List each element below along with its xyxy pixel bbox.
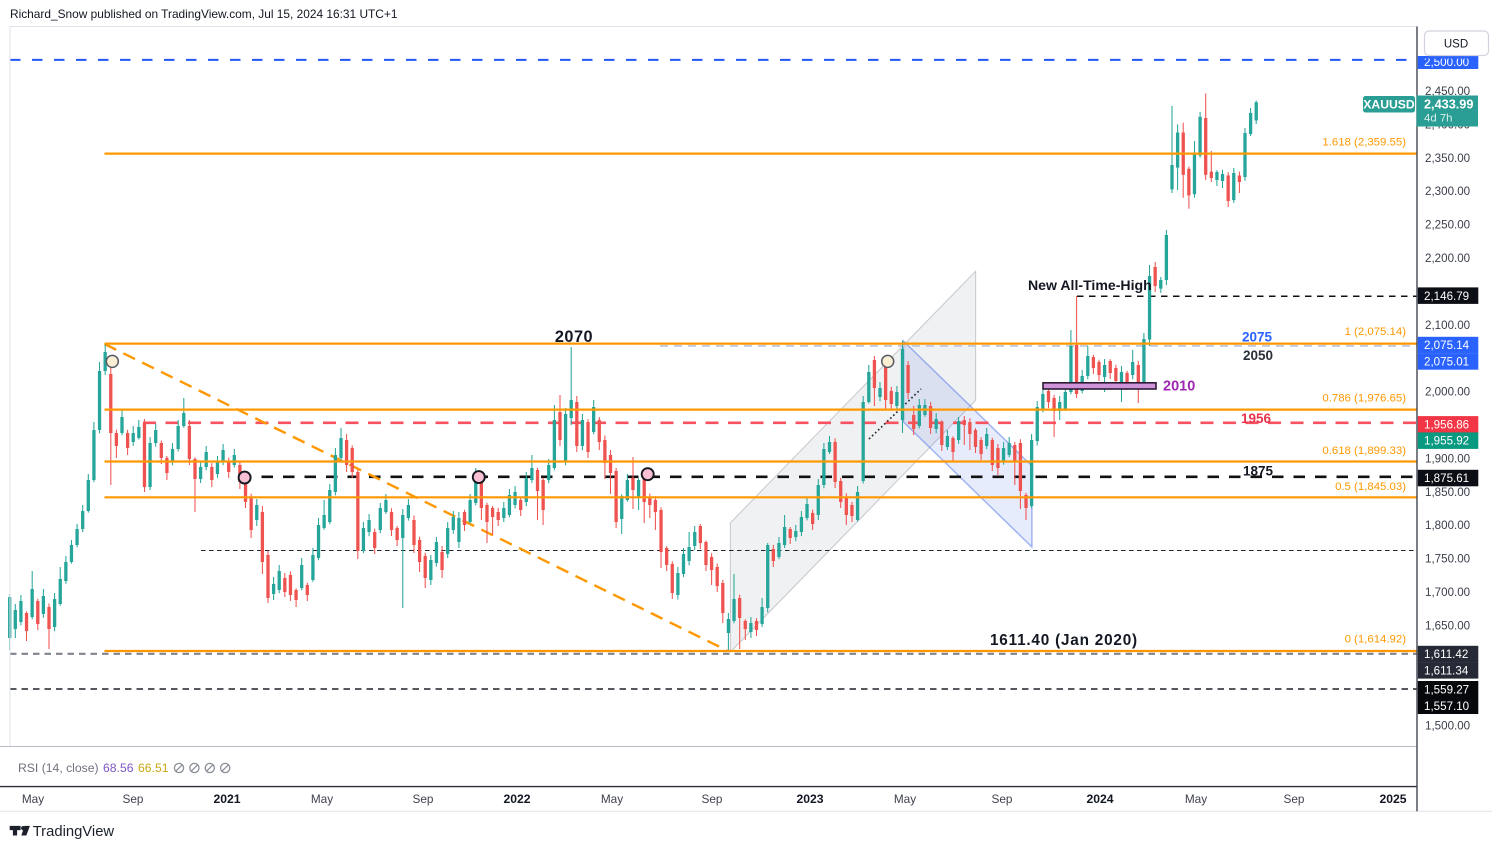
svg-text:0.618 (1,899.33): 0.618 (1,899.33) (1322, 445, 1406, 457)
svg-text:1875: 1875 (1243, 464, 1274, 479)
svg-text:1,850.00: 1,850.00 (1425, 486, 1470, 499)
svg-text:2,075.01: 2,075.01 (1424, 356, 1469, 369)
svg-text:USD: USD (1444, 38, 1468, 50)
svg-text:2,146.79: 2,146.79 (1424, 290, 1469, 303)
svg-text:68.56: 68.56 (103, 761, 134, 775)
svg-text:Sep: Sep (413, 792, 434, 806)
svg-text:2,000.00: 2,000.00 (1425, 386, 1470, 399)
svg-text:0 (1,614.92): 0 (1,614.92) (1345, 634, 1407, 646)
svg-text:1 (2,075.14): 1 (2,075.14) (1345, 326, 1407, 338)
svg-text:1,900.00: 1,900.00 (1425, 452, 1470, 465)
svg-text:TradingView: TradingView (33, 824, 115, 840)
svg-text:2,300.00: 2,300.00 (1425, 185, 1470, 198)
svg-text:XAUUSD: XAUUSD (1363, 98, 1415, 112)
svg-text:2010: 2010 (1163, 379, 1195, 395)
svg-text:2,075.14: 2,075.14 (1424, 339, 1470, 352)
svg-text:1,750.00: 1,750.00 (1425, 553, 1470, 566)
svg-text:2021: 2021 (213, 792, 240, 806)
svg-text:2050: 2050 (1243, 348, 1273, 363)
svg-text:Sep: Sep (123, 792, 144, 806)
svg-text:May: May (22, 792, 44, 806)
svg-text:1,611.42: 1,611.42 (1424, 648, 1468, 661)
svg-text:1,650.00: 1,650.00 (1425, 619, 1470, 632)
svg-text:1611.40 (Jan 2020): 1611.40 (Jan 2020) (990, 632, 1138, 649)
svg-text:2023: 2023 (796, 792, 823, 806)
svg-text:2025: 2025 (1379, 792, 1406, 806)
svg-text:2,500.00: 2,500.00 (1424, 56, 1469, 69)
svg-text:1,611.34: 1,611.34 (1424, 665, 1469, 678)
svg-text:2,100.00: 2,100.00 (1425, 319, 1470, 332)
svg-text:2,200.00: 2,200.00 (1425, 252, 1470, 265)
svg-text:1.618 (2,359.55): 1.618 (2,359.55) (1322, 137, 1406, 149)
svg-text:4d 7h: 4d 7h (1424, 113, 1453, 125)
svg-text:1,700.00: 1,700.00 (1425, 586, 1470, 599)
svg-text:2,450.00: 2,450.00 (1425, 85, 1470, 98)
svg-text:Richard_Snow published on Trad: Richard_Snow published on TradingView.co… (10, 7, 398, 21)
svg-text:1,500.00: 1,500.00 (1425, 720, 1470, 733)
svg-text:May: May (601, 792, 623, 806)
svg-text:2,250.00: 2,250.00 (1425, 219, 1470, 232)
svg-text:1,559.27: 1,559.27 (1424, 683, 1469, 696)
svg-text:Sep: Sep (1284, 792, 1305, 806)
svg-text:May: May (311, 792, 333, 806)
svg-text:66.51: 66.51 (138, 761, 169, 775)
svg-text:May: May (1185, 792, 1207, 806)
svg-text:Sep: Sep (992, 792, 1013, 806)
svg-text:2075: 2075 (1242, 330, 1273, 345)
svg-text:2,433.99: 2,433.99 (1424, 98, 1473, 112)
svg-text:RSI (14, close): RSI (14, close) (18, 761, 99, 775)
svg-text:0.5 (1,845.03): 0.5 (1,845.03) (1335, 481, 1406, 493)
svg-text:2070: 2070 (555, 328, 593, 346)
svg-text:1,875.61: 1,875.61 (1424, 472, 1469, 485)
svg-text:1,557.10: 1,557.10 (1424, 700, 1469, 713)
svg-text:0.786 (1,976.65): 0.786 (1,976.65) (1322, 393, 1406, 405)
svg-text:Sep: Sep (702, 792, 723, 806)
svg-text:1,800.00: 1,800.00 (1425, 519, 1470, 532)
svg-text:May: May (894, 792, 916, 806)
svg-text:1956: 1956 (1241, 411, 1272, 426)
svg-text:2024: 2024 (1086, 792, 1113, 806)
svg-text:2022: 2022 (503, 792, 530, 806)
svg-text:New All-Time-High: New All-Time-High (1028, 277, 1152, 293)
svg-text:1,955.92: 1,955.92 (1424, 435, 1469, 448)
svg-text:2,350.00: 2,350.00 (1425, 152, 1470, 165)
svg-text:1,956.86: 1,956.86 (1424, 419, 1469, 432)
